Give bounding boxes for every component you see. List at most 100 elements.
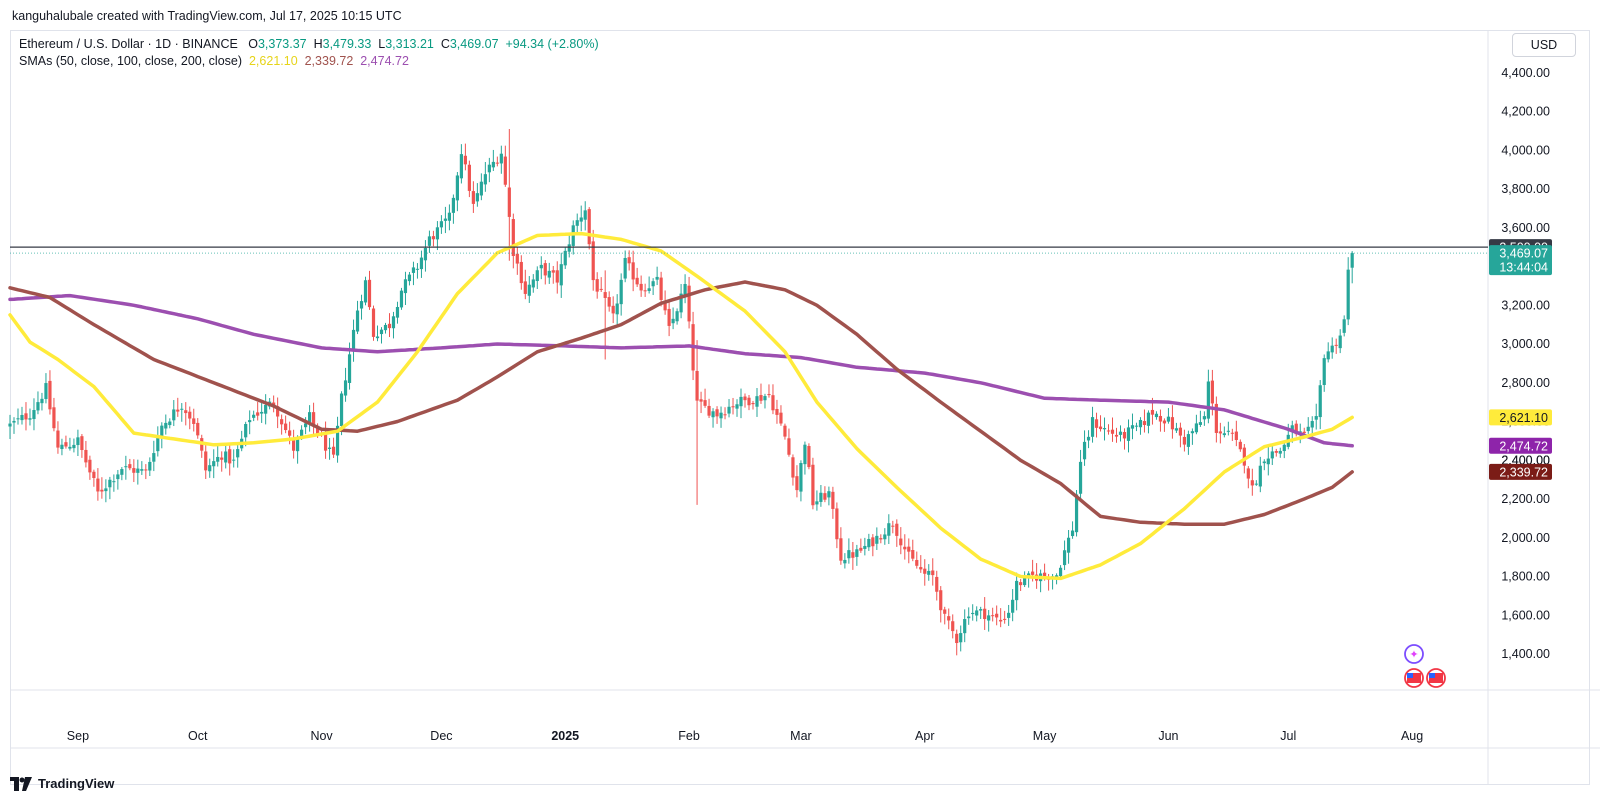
candle-body: [775, 409, 778, 415]
candle-body: [248, 420, 251, 422]
candle-body: [879, 538, 882, 539]
candle-body: [364, 280, 367, 302]
candle-body: [444, 219, 447, 221]
candle-body: [556, 270, 559, 282]
candle-body: [184, 410, 187, 413]
x-tick-label: Aug: [1401, 729, 1423, 743]
candle-body: [1155, 414, 1158, 417]
candle-body: [1067, 538, 1070, 553]
y-tick-label: 3,000.00: [1501, 337, 1550, 351]
candle-body: [1043, 573, 1046, 576]
y-tick-label: 2,800.00: [1501, 376, 1550, 390]
candle-body: [947, 616, 950, 620]
candle-body: [1151, 410, 1154, 415]
candle-body: [1235, 432, 1238, 440]
candle-body: [484, 174, 487, 184]
candle-body: [616, 304, 619, 315]
candle-body: [1059, 568, 1062, 576]
candle-body: [656, 277, 659, 280]
candle-body: [396, 307, 399, 318]
candle-body: [1199, 422, 1202, 425]
candle-body: [440, 221, 443, 227]
candle-body: [951, 621, 954, 631]
candle-body: [715, 409, 718, 416]
candle-body: [340, 394, 343, 427]
candle-body: [1131, 425, 1134, 428]
candle-body: [88, 460, 91, 473]
candle-body: [1139, 420, 1142, 427]
candle-body: [1119, 432, 1122, 435]
candle-body: [1107, 430, 1110, 431]
candle-body: [863, 546, 866, 549]
y-tick-label: 3,800.00: [1501, 182, 1550, 196]
candle-body: [588, 209, 591, 244]
candle-body: [1099, 427, 1102, 429]
candle-body: [668, 309, 671, 326]
x-tick-label: 2025: [551, 729, 579, 743]
candle-body: [1275, 451, 1278, 453]
candle-body: [284, 424, 287, 430]
candle-body: [84, 450, 87, 462]
candle-body: [723, 414, 726, 415]
candle-body: [967, 616, 970, 618]
candle-body: [859, 548, 862, 551]
candle-body: [1339, 336, 1342, 349]
candle-body: [959, 633, 962, 642]
candle-body: [104, 488, 107, 491]
candle-body: [172, 409, 175, 420]
candle-body: [232, 460, 235, 461]
candle-body: [432, 236, 435, 239]
candle-body: [739, 397, 742, 406]
candle-body: [1279, 451, 1282, 454]
candle-body: [1123, 432, 1126, 438]
candle-body: [1083, 442, 1086, 459]
candle-body: [1255, 484, 1258, 485]
candle-body: [196, 423, 199, 435]
candle-body: [779, 413, 782, 424]
candle-body: [783, 426, 786, 437]
candle-body: [711, 411, 714, 417]
last-price-badge-countdown: 13:44:04: [1499, 261, 1548, 275]
candle-body: [751, 403, 754, 404]
candle-body: [1219, 431, 1222, 433]
candle-body: [20, 415, 23, 420]
y-tick-label: 2,200.00: [1501, 492, 1550, 506]
candle-body: [136, 469, 139, 473]
x-tick-label: Sep: [67, 729, 89, 743]
candle-body: [584, 210, 587, 219]
candle-body: [568, 244, 571, 251]
us-flag-event-canton-2: [1429, 673, 1435, 678]
candle-body: [1143, 421, 1146, 425]
candle-body: [939, 590, 942, 610]
candle-body: [156, 437, 159, 451]
candle-body: [220, 458, 223, 460]
candle-body: [120, 469, 123, 475]
candle-body: [12, 421, 15, 423]
candle-body: [767, 394, 770, 395]
candle-body: [763, 396, 766, 400]
candle-body: [332, 447, 335, 455]
candle-body: [1259, 466, 1262, 487]
candle-body: [16, 418, 19, 419]
y-tick-label: 3,600.00: [1501, 221, 1550, 235]
candle-body: [264, 405, 267, 414]
candle-body: [1087, 437, 1090, 441]
candle-body: [252, 415, 255, 418]
candle-body: [536, 270, 539, 281]
candle-body: [60, 445, 63, 449]
candle-body: [1127, 427, 1130, 441]
candle-body: [628, 257, 631, 263]
candle-body: [851, 552, 854, 558]
candle-body: [164, 423, 167, 429]
candle-body: [308, 412, 311, 422]
candle-body: [176, 410, 179, 412]
candle-body: [412, 267, 415, 273]
candle-body: [360, 301, 363, 308]
x-tick-label: May: [1033, 729, 1057, 743]
candle-body: [76, 437, 79, 445]
candle-body: [576, 220, 579, 226]
candle-body: [1015, 581, 1018, 600]
candle-body: [216, 457, 219, 462]
candle-body: [1179, 428, 1182, 436]
